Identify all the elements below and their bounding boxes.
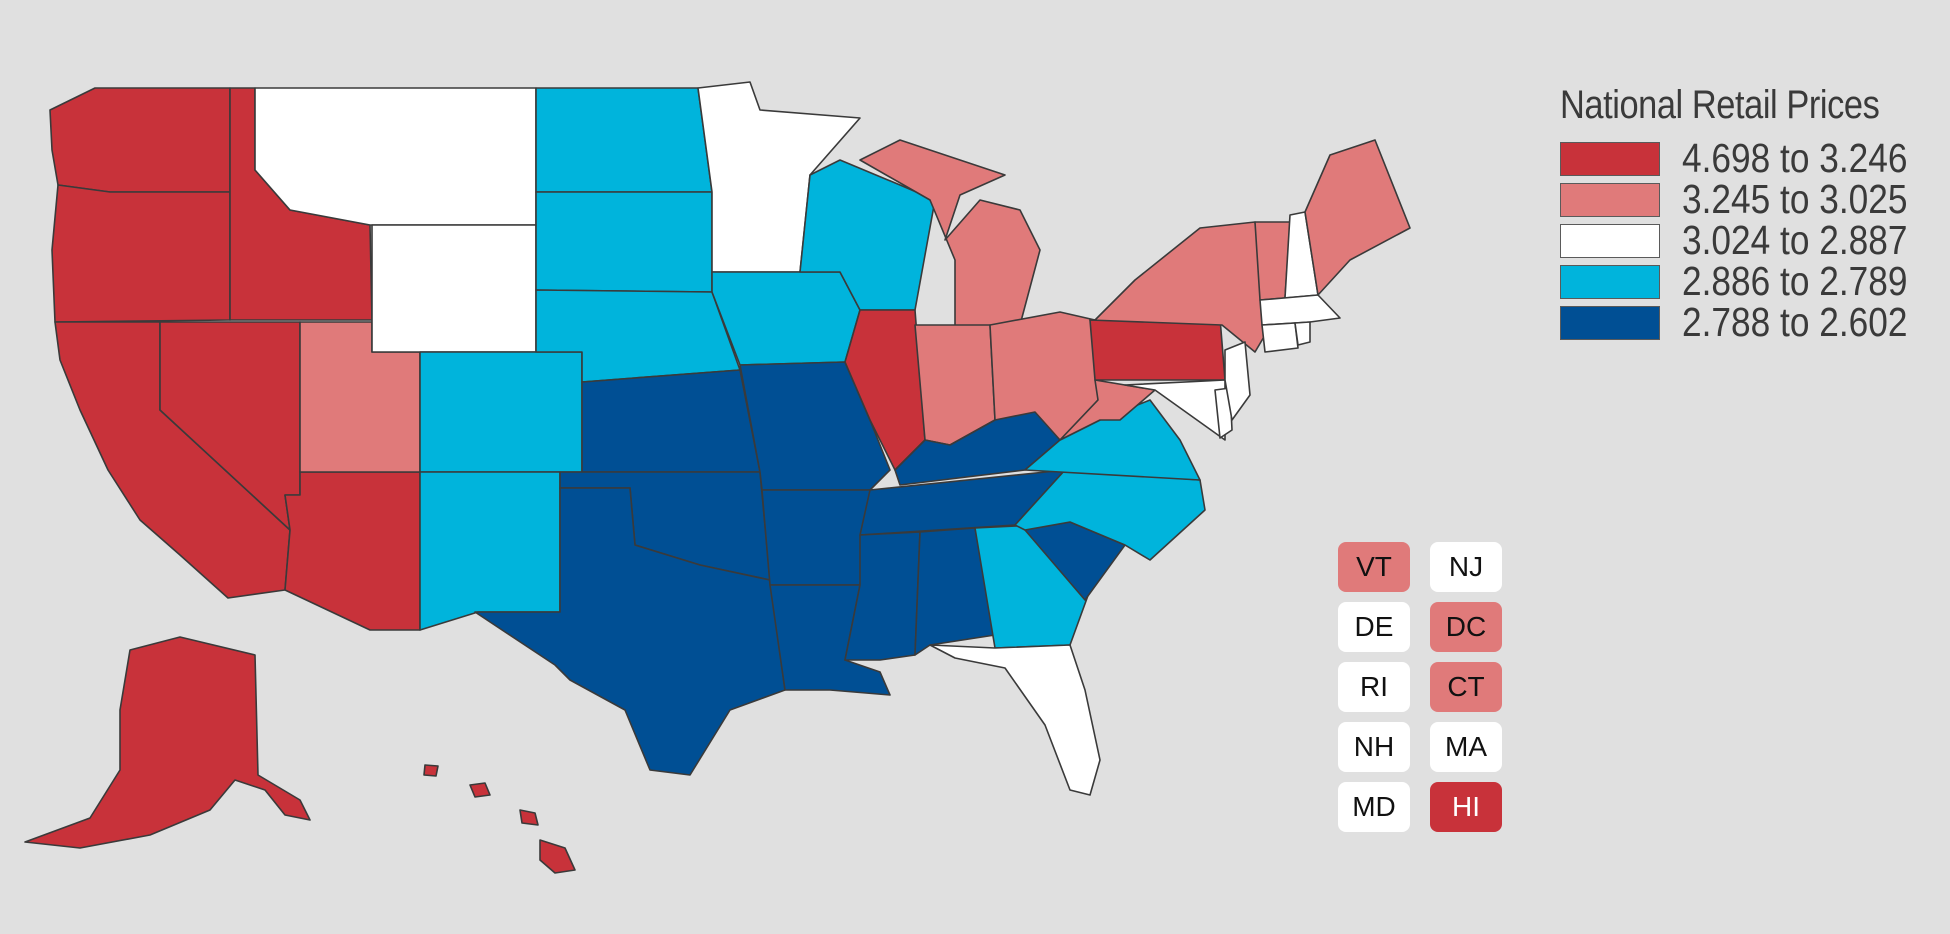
state-WY[interactable] xyxy=(371,224,537,353)
state-VT[interactable] xyxy=(1254,221,1291,301)
legend-title: National Retail Prices xyxy=(1560,83,1880,127)
state-NJ[interactable] xyxy=(1224,341,1251,421)
state-HI[interactable] xyxy=(539,839,576,874)
state-OR[interactable] xyxy=(51,184,231,323)
state-AK[interactable] xyxy=(24,636,311,849)
state-IA[interactable] xyxy=(711,271,861,366)
state-DE[interactable] xyxy=(1214,387,1233,439)
legend-label: 4.698 to 3.246 xyxy=(1682,135,1908,181)
state-KY[interactable] xyxy=(894,411,1061,486)
state-AR[interactable] xyxy=(761,489,871,586)
state-TX[interactable] xyxy=(474,487,786,776)
state-ND[interactable] xyxy=(535,87,713,193)
state-AL[interactable] xyxy=(914,527,996,656)
legend-label: 2.788 to 2.602 xyxy=(1682,299,1908,345)
legend-item: 2.886 to 2.789 xyxy=(1560,261,1940,302)
legend: National Retail Prices 4.698 to 3.246 3.… xyxy=(1560,82,1940,343)
state-WA[interactable] xyxy=(49,87,231,193)
small-state-box[interactable]: CT xyxy=(1430,662,1502,712)
state-PA[interactable] xyxy=(1089,317,1226,381)
legend-item: 4.698 to 3.246 xyxy=(1560,138,1940,179)
state-CO[interactable] xyxy=(419,351,583,473)
legend-items: 4.698 to 3.246 3.245 to 3.025 3.024 to 2… xyxy=(1560,138,1940,343)
state-MI[interactable] xyxy=(859,139,1041,331)
legend-swatch xyxy=(1560,264,1660,299)
legend-label: 3.245 to 3.025 xyxy=(1682,176,1908,222)
small-state-box[interactable]: DE xyxy=(1338,602,1410,652)
small-state-box[interactable]: MD xyxy=(1338,782,1410,832)
state-CT[interactable] xyxy=(1261,322,1299,353)
legend-swatch xyxy=(1560,305,1660,340)
small-state-box[interactable]: VT xyxy=(1338,542,1410,592)
state-HI-kauai xyxy=(423,764,439,777)
legend-swatch xyxy=(1560,141,1660,176)
state-HI-oahu xyxy=(469,782,491,798)
state-MD[interactable] xyxy=(1124,379,1226,441)
legend-label: 2.886 to 2.789 xyxy=(1682,258,1908,304)
legend-item: 3.245 to 3.025 xyxy=(1560,179,1940,220)
state-AZ[interactable] xyxy=(284,471,421,631)
state-HI-maui xyxy=(519,809,539,826)
legend-item: 3.024 to 2.887 xyxy=(1560,220,1940,261)
legend-swatch xyxy=(1560,223,1660,258)
small-state-box[interactable]: RI xyxy=(1338,662,1410,712)
legend-item: 2.788 to 2.602 xyxy=(1560,302,1940,343)
state-MA[interactable] xyxy=(1259,294,1341,326)
small-state-box[interactable]: NH xyxy=(1338,722,1410,772)
small-state-box[interactable]: DC xyxy=(1430,602,1502,652)
legend-swatch xyxy=(1560,182,1660,217)
state-ME[interactable] xyxy=(1304,139,1411,296)
legend-label: 3.024 to 2.887 xyxy=(1682,217,1908,263)
small-state-box[interactable]: HI xyxy=(1430,782,1502,832)
state-FL[interactable] xyxy=(929,644,1101,796)
state-MT[interactable] xyxy=(254,87,537,226)
state-RI[interactable] xyxy=(1294,321,1311,346)
small-state-box[interactable]: NJ xyxy=(1430,542,1502,592)
state-SD[interactable] xyxy=(535,191,713,293)
state-NM[interactable] xyxy=(419,471,561,631)
state-KS[interactable] xyxy=(581,369,761,473)
small-state-box[interactable]: MA xyxy=(1430,722,1502,772)
